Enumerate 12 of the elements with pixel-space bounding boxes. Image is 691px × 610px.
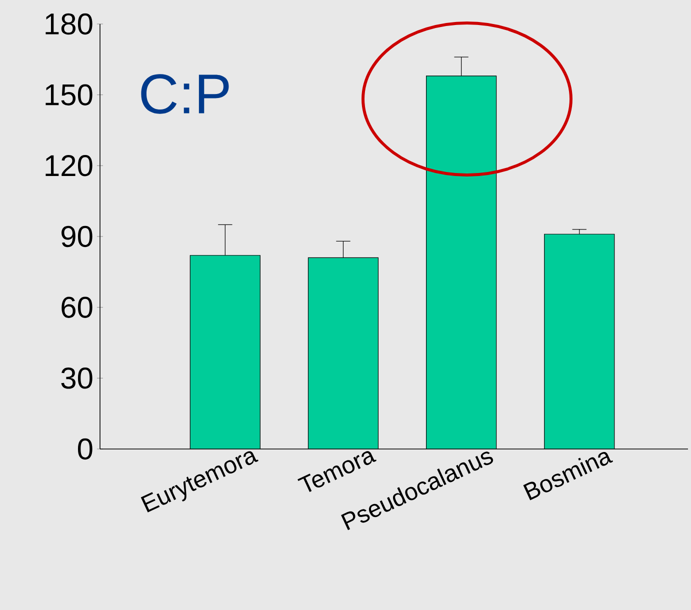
bar bbox=[308, 257, 379, 449]
bar bbox=[190, 255, 260, 449]
bar bbox=[426, 76, 497, 449]
y-tick-label: 30 bbox=[61, 368, 92, 389]
y-tick-label: 90 bbox=[62, 226, 92, 248]
y-tick-label: 180 bbox=[46, 13, 92, 35]
y-tick-label: 150 bbox=[46, 84, 92, 106]
y-tick-label: 120 bbox=[46, 155, 92, 176]
bar bbox=[544, 234, 615, 449]
annotation: C:P bbox=[141, 74, 229, 114]
y-tick-label: 0 bbox=[78, 438, 92, 460]
y-tick-label: 60 bbox=[62, 296, 92, 318]
